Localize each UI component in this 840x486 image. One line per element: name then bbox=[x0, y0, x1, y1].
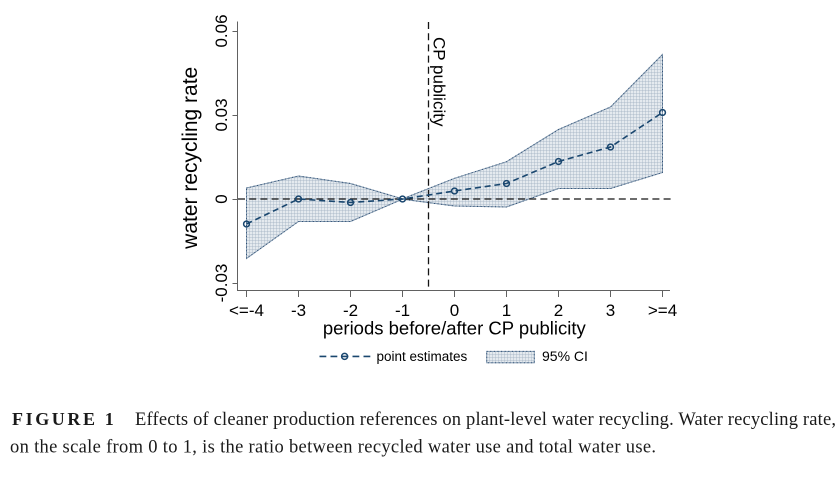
svg-text:0.03: 0.03 bbox=[212, 98, 231, 131]
svg-text:Effects of cleaner production: Effects of cleaner production references… bbox=[135, 410, 836, 430]
svg-text:95% CI: 95% CI bbox=[542, 348, 588, 364]
svg-text:FIGURE 1: FIGURE 1 bbox=[12, 409, 116, 429]
svg-text:-3: -3 bbox=[291, 301, 306, 320]
svg-text:0: 0 bbox=[450, 301, 459, 320]
svg-text:<=-4: <=-4 bbox=[229, 301, 264, 320]
svg-text:3: 3 bbox=[606, 301, 615, 320]
svg-text:2: 2 bbox=[554, 301, 563, 320]
svg-text:>=4: >=4 bbox=[648, 301, 677, 320]
svg-text:0.06: 0.06 bbox=[212, 14, 231, 47]
svg-text:-2: -2 bbox=[343, 301, 358, 320]
svg-text:1: 1 bbox=[502, 301, 511, 320]
svg-text:point estimates: point estimates bbox=[377, 349, 468, 364]
svg-text:periods before/after CP public: periods before/after CP publicity bbox=[323, 318, 587, 339]
svg-text:on the scale from 0 to 1, is t: on the scale from 0 to 1, is the ratio b… bbox=[10, 438, 656, 458]
svg-text:-0.03: -0.03 bbox=[212, 264, 231, 303]
svg-text:water recycling rate: water recycling rate bbox=[179, 67, 202, 250]
svg-text:-1: -1 bbox=[395, 301, 410, 320]
svg-text:0: 0 bbox=[212, 194, 231, 203]
svg-text:CP publicity: CP publicity bbox=[430, 37, 449, 127]
